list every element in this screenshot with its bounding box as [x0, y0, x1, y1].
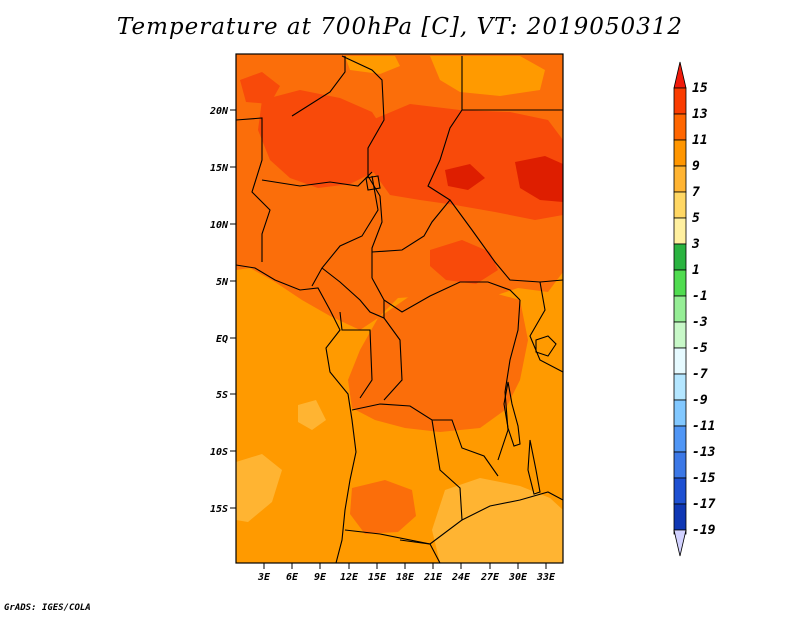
latitude-axis: 20N 15N 10N 5N EQ 5S 10S 15S: [209, 106, 236, 515]
colorbar-swatch: [673, 399, 687, 427]
colorbar-label: 7: [692, 185, 700, 200]
y-tick-label: 10N: [210, 220, 229, 231]
x-tick-label: 15E: [368, 572, 387, 583]
x-tick-label: 9E: [314, 572, 327, 583]
x-tick-label: 24E: [451, 572, 471, 583]
y-tick-label: 5N: [216, 277, 229, 288]
field-9to11-sahara-west: [345, 56, 400, 74]
y-tick-label: 15N: [210, 163, 229, 174]
border-chad-sudan: [371, 56, 463, 253]
temperature-fields: [236, 54, 563, 563]
colorbar-swatch: [673, 347, 687, 375]
field-9to11-sahara-east: [430, 56, 545, 96]
colorbar-swatch: [673, 425, 687, 453]
border-libya: [291, 56, 346, 117]
colorbar-swatch: [673, 295, 687, 323]
colorbar-label: -13: [692, 445, 716, 460]
colorbar: 15 13 11 9 7 5 3 1 -1 -3 -5 -7 -9 -11 -1…: [673, 61, 716, 557]
lake-tanganyika: [503, 381, 521, 447]
longitude-axis: 3E 6E 9E 12E 15E 18E 21E 24E 27E 30E 33E: [257, 563, 556, 583]
border-gabon-congo: [339, 311, 373, 399]
colorbar-label: 9: [692, 159, 700, 174]
field-lt9-sw1: [236, 454, 282, 522]
colorbar-label: 13: [692, 107, 708, 122]
border-nigeria-east: [311, 175, 379, 287]
colorbar-label: 11: [692, 133, 708, 148]
colorbar-swatch: [673, 269, 687, 297]
field-11to13-south: [350, 480, 416, 534]
colorbar-swatch: [673, 191, 687, 219]
colorbar-label: -3: [692, 315, 708, 330]
field-13to15-east: [372, 104, 563, 220]
colorbar-label: -1: [692, 289, 708, 304]
field-gt15-central: [445, 164, 485, 190]
colorbar-label: 5: [692, 211, 700, 226]
colorbar-label: 1: [692, 263, 700, 278]
border-sudan-south: [449, 199, 563, 283]
x-tick-label: 6E: [286, 572, 299, 583]
colorbar-label: 3: [691, 237, 700, 252]
map-frame: [235, 53, 564, 564]
field-13to15-central: [430, 240, 498, 284]
border-east-africa: [529, 281, 563, 373]
colorbar-label: -11: [692, 419, 715, 434]
field-lt9-sw2: [298, 400, 326, 430]
colorbar-bottom-arrow: [673, 529, 687, 557]
colorbar-swatch: [673, 243, 687, 271]
x-tick-label: 3E: [257, 572, 271, 583]
x-tick-label: 21E: [423, 572, 443, 583]
colorbar-swatch: [673, 321, 687, 349]
x-tick-label: 27E: [480, 572, 500, 583]
border-zambia-zimbabwe: [461, 491, 563, 521]
y-tick-label: 10S: [210, 447, 228, 458]
x-tick-label: 12E: [340, 572, 359, 583]
colorbar-swatch: [673, 139, 687, 167]
colorbar-label: -15: [692, 471, 716, 486]
colorbar-top-arrow: [673, 61, 687, 89]
country-borders: [236, 55, 563, 563]
x-tick-label: 18E: [396, 572, 415, 583]
colorbar-swatch: [673, 165, 687, 193]
colorbar-label: -19: [692, 523, 716, 538]
y-tick-label: 15S: [210, 504, 228, 515]
border-niger-south: [261, 171, 373, 187]
colorbar-swatch: [673, 113, 687, 141]
colorbar-swatch: [673, 451, 687, 479]
border-namibia: [344, 529, 441, 563]
lake-chad: [365, 175, 381, 191]
chart-title: Temperature at 700hPa [C], VT: 201905031…: [116, 14, 684, 40]
lake-victoria: [535, 335, 557, 357]
colorbar-swatch: [673, 87, 687, 115]
border-cameroon: [321, 267, 385, 319]
colorbar-swatch: [673, 503, 687, 531]
colorbar-label: 15: [692, 81, 708, 96]
border-congo-drc: [383, 317, 403, 401]
y-tick-label: EQ: [216, 334, 228, 345]
border-drc-east: [497, 299, 521, 461]
x-tick-label: 30E: [508, 572, 528, 583]
grads-credit: GrADS: IGES/COLA: [4, 603, 91, 613]
field-lt9-southeast: [432, 478, 563, 563]
x-tick-label: 33E: [536, 572, 556, 583]
field-11to13-congo: [348, 286, 528, 432]
border-angola-drc: [351, 403, 499, 477]
field-gt15-east: [515, 156, 563, 202]
field-13to15-west: [258, 90, 390, 188]
border-west-africa: [236, 117, 271, 262]
y-tick-label: 5S: [216, 390, 228, 401]
coastline: [236, 264, 357, 563]
colorbar-swatch: [673, 373, 687, 401]
colorbar-label: -7: [692, 367, 708, 382]
colorbar-label: -5: [692, 341, 708, 356]
colorbar-label: -17: [692, 497, 716, 512]
colorbar-swatch: [673, 477, 687, 505]
border-car-south: [371, 277, 521, 313]
colorbar-swatch: [673, 217, 687, 245]
lake-malawi: [527, 439, 541, 495]
field-13to15-nw: [240, 72, 280, 104]
colorbar-label: -9: [692, 393, 708, 408]
y-tick-label: 20N: [209, 106, 229, 117]
border-chad: [341, 55, 385, 278]
